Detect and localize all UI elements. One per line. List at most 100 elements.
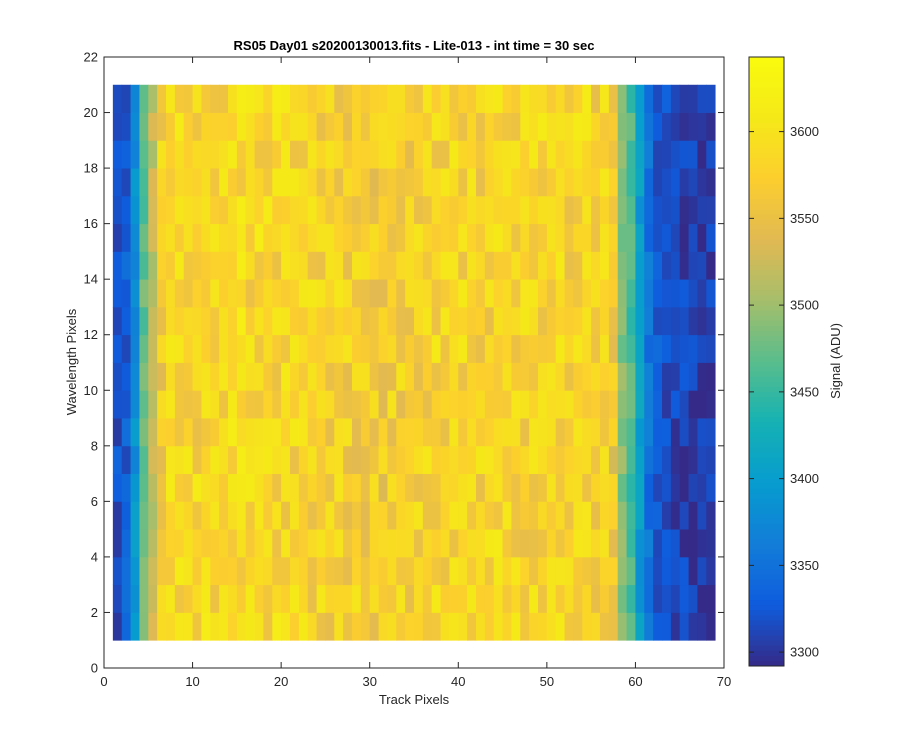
- heatmap-cell: [617, 362, 627, 391]
- heatmap-cell: [582, 445, 592, 474]
- heatmap-cell: [219, 306, 229, 336]
- heatmap-cell: [440, 279, 450, 308]
- heatmap-cell: [254, 251, 264, 280]
- heatmap-cell: [626, 334, 636, 363]
- heatmap-cell: [422, 279, 433, 308]
- heatmap-cell: [670, 445, 681, 474]
- heatmap-cell: [484, 279, 495, 308]
- heatmap-cell: [476, 418, 486, 447]
- heatmap-cell: [245, 279, 255, 308]
- heatmap-cell: [263, 473, 273, 502]
- heatmap-cell: [228, 501, 238, 530]
- heatmap-cell: [396, 334, 406, 363]
- heatmap-cell: [396, 473, 406, 502]
- heatmap-cell: [334, 473, 344, 502]
- heatmap-cell: [706, 334, 716, 363]
- heatmap-cell: [617, 195, 627, 225]
- heatmap-cell: [591, 195, 601, 225]
- colorbar-segment: [749, 143, 784, 149]
- heatmap-cell: [706, 473, 716, 502]
- heatmap-cell: [662, 529, 672, 558]
- heatmap-cell: [662, 473, 672, 502]
- heatmap-cell: [130, 556, 140, 586]
- heatmap-cell: [414, 168, 424, 197]
- heatmap-cell: [360, 418, 371, 447]
- heatmap-cell: [307, 223, 317, 252]
- heatmap-cell: [476, 445, 486, 474]
- heatmap-cell: [272, 418, 282, 447]
- heatmap-cell: [626, 168, 636, 197]
- heatmap-cell: [449, 251, 459, 280]
- heatmap-cell: [697, 223, 707, 252]
- heatmap-cell: [290, 140, 300, 169]
- heatmap-cell: [582, 112, 592, 141]
- heatmap-cell: [467, 473, 477, 502]
- heatmap-cell: [183, 362, 193, 391]
- heatmap-cell: [591, 390, 601, 419]
- heatmap-cell: [591, 279, 601, 308]
- heatmap-cell: [644, 279, 654, 308]
- heatmap-cell: [219, 418, 229, 447]
- heatmap-cell: [210, 168, 220, 197]
- heatmap-cell: [254, 334, 264, 363]
- heatmap-cell: [617, 418, 627, 447]
- heatmap-cell: [670, 168, 681, 197]
- heatmap-cell: [467, 195, 477, 225]
- heatmap-cell: [360, 473, 371, 502]
- heatmap-cell: [369, 501, 379, 530]
- heatmap-cell: [484, 612, 495, 641]
- heatmap-cell: [493, 223, 503, 252]
- heatmap-cell: [378, 279, 388, 308]
- heatmap-cell: [396, 612, 406, 641]
- heatmap-cell: [511, 334, 521, 363]
- heatmap-cell: [352, 223, 362, 252]
- heatmap-cell: [352, 334, 362, 363]
- heatmap-cell: [121, 501, 131, 530]
- heatmap-cell: [245, 501, 255, 530]
- heatmap-cell: [360, 390, 371, 419]
- colorbar-segment: [749, 594, 784, 601]
- heatmap-cell: [600, 362, 610, 391]
- heatmap-cell: [254, 501, 264, 530]
- heatmap-cell: [431, 501, 441, 530]
- heatmap-cell: [343, 334, 353, 363]
- colorbar-segment: [749, 579, 784, 586]
- y-tick-label: 22: [84, 50, 98, 65]
- heatmap-cell: [236, 168, 247, 197]
- heatmap-cell: [201, 279, 211, 308]
- heatmap-cell: [112, 84, 123, 113]
- heatmap-cell: [343, 529, 353, 558]
- heatmap-cell: [307, 390, 317, 419]
- heatmap-cell: [573, 556, 583, 586]
- heatmap-cell: [546, 473, 557, 502]
- heatmap-cell: [706, 390, 716, 419]
- heatmap-cell: [476, 556, 486, 586]
- heatmap-cell: [688, 612, 698, 641]
- heatmap-cell: [662, 501, 672, 530]
- heatmap-cell: [626, 501, 636, 530]
- heatmap-cell: [679, 195, 689, 225]
- heatmap-cell: [157, 556, 167, 586]
- heatmap-cell: [236, 362, 247, 391]
- heatmap-cell: [422, 223, 433, 252]
- heatmap-cell: [405, 473, 415, 502]
- heatmap-cell: [653, 501, 663, 530]
- heatmap-cell: [679, 556, 689, 586]
- colorbar-segment: [749, 457, 784, 464]
- heatmap-cell: [467, 390, 477, 419]
- heatmap-cell: [343, 418, 353, 447]
- heatmap-cell: [360, 445, 371, 474]
- heatmap-cell: [600, 334, 610, 363]
- heatmap-cell: [174, 112, 185, 141]
- heatmap-cell: [148, 168, 158, 197]
- heatmap-cell: [546, 501, 557, 530]
- y-tick-label: 8: [91, 438, 98, 453]
- heatmap-cell: [245, 612, 255, 641]
- heatmap-cell: [564, 501, 574, 530]
- heatmap-cell: [360, 306, 371, 336]
- heatmap-cell: [635, 84, 645, 113]
- colorbar-segment: [749, 625, 784, 631]
- heatmap-cell: [502, 612, 512, 641]
- heatmap-cell: [316, 251, 326, 280]
